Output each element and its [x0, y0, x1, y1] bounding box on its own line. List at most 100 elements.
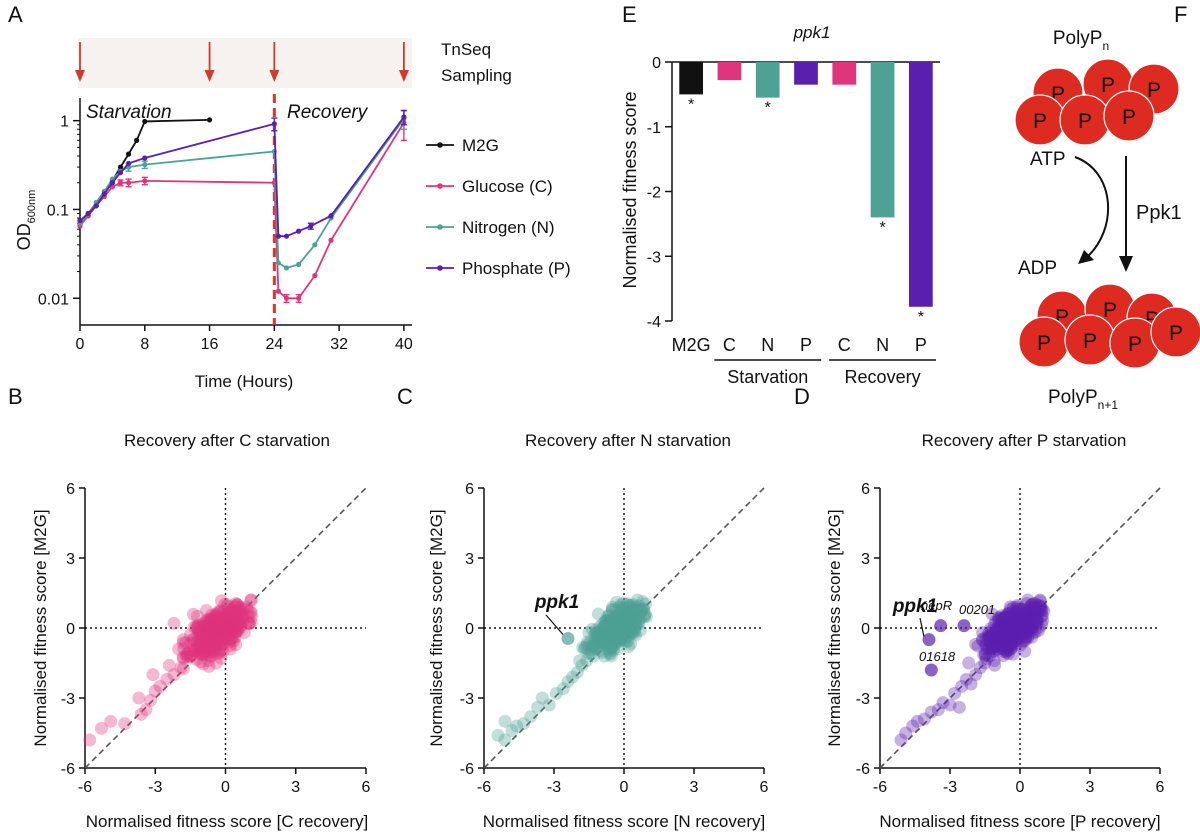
- scatter-point: [1023, 616, 1037, 630]
- scatter-ytick-label: 0: [66, 621, 75, 638]
- scatter-point: [997, 611, 1011, 625]
- scatter-point: [194, 637, 208, 651]
- scatter-point: [214, 629, 228, 643]
- scatter-point: [618, 618, 632, 632]
- scatter-point: [204, 622, 218, 636]
- scatter-point: [1004, 616, 1018, 630]
- scatter-point: [630, 610, 644, 624]
- scatter-point: [608, 618, 622, 632]
- scatter-point: [241, 603, 255, 617]
- scatter-point: [206, 618, 220, 632]
- polyp-n-beads: P P PP P P: [1014, 58, 1180, 146]
- legend-entry: M2G: [462, 136, 499, 155]
- data-point: [283, 233, 290, 239]
- polyp-bead: [1150, 306, 1200, 358]
- scatter-point: [992, 618, 1006, 632]
- scatter-point: [601, 614, 615, 628]
- scatter-point: [1034, 603, 1048, 617]
- scatter-point: [607, 633, 621, 647]
- scatter-point: [608, 623, 622, 637]
- scatter-point: [610, 621, 624, 635]
- scatter-point: [205, 633, 219, 647]
- scatter-point: [979, 639, 993, 653]
- scatter-point: [1033, 593, 1047, 607]
- scatter-point: [1007, 604, 1021, 618]
- scatter-point: [608, 625, 622, 639]
- scatter-point: [988, 630, 1002, 644]
- scatter-point: [620, 616, 634, 630]
- scatter-point: [230, 598, 244, 612]
- scatter-point: [214, 629, 228, 643]
- scatter-point: [621, 619, 635, 633]
- scatter-point: [222, 621, 236, 635]
- scatter-point: [188, 644, 202, 658]
- scatter-point: [190, 620, 204, 634]
- scatter-point: [1018, 634, 1032, 648]
- scatter-point: [969, 637, 983, 651]
- scatter-ytick-label: 3: [66, 551, 75, 568]
- scatter-point: [999, 626, 1013, 640]
- scatter-point: [616, 629, 630, 643]
- scatter-point: [231, 623, 245, 637]
- scatter-point: [1023, 622, 1037, 636]
- data-point: [328, 213, 334, 219]
- scatter-point: [948, 686, 962, 700]
- scatter-point: [618, 634, 632, 648]
- scatter-point: [606, 615, 620, 629]
- scatter-point: [995, 617, 1009, 631]
- scatter-point: [1002, 630, 1016, 644]
- scatter-point: [197, 639, 211, 653]
- scatter-point: [980, 652, 994, 666]
- scatter-point: [1024, 614, 1038, 628]
- scatter-point: [214, 630, 228, 644]
- scatter-point: [637, 601, 651, 615]
- scatter-point: [201, 629, 215, 643]
- scatter-point: [189, 620, 203, 634]
- scatter-xtick-label: -3: [943, 779, 957, 796]
- scatter-point: [1004, 617, 1018, 631]
- scatter-point: [587, 638, 601, 652]
- scatter-point: [1002, 611, 1016, 625]
- scatter-point: [997, 637, 1011, 651]
- scatter-point: [639, 610, 653, 624]
- scatter-point: [191, 619, 205, 633]
- scatter-point: [619, 612, 633, 626]
- scatter-point: [212, 618, 226, 632]
- scatter-point: [216, 618, 230, 632]
- scatter-point: [997, 616, 1011, 630]
- scatter-point: [618, 619, 632, 633]
- scatter-point: [610, 620, 624, 634]
- scatter-point: [614, 617, 628, 631]
- polyp-bead-label: P: [1128, 333, 1142, 356]
- scatter-point: [191, 621, 205, 635]
- scatter-point: [160, 672, 174, 686]
- scatter-point: [1021, 605, 1035, 619]
- scatter-point: [1004, 619, 1018, 633]
- scatter-point: [608, 630, 622, 644]
- scatter-point: [584, 646, 598, 660]
- scatter-point: [620, 607, 634, 621]
- scatter-point: [624, 626, 638, 640]
- scatter-point: [604, 623, 618, 637]
- scatter-point: [203, 631, 217, 645]
- scatter-point: [609, 619, 623, 633]
- scatter-point: [607, 633, 621, 647]
- scatter-point: [186, 632, 200, 646]
- scatter-point: [1008, 628, 1022, 642]
- scatter-point: [211, 620, 225, 634]
- scatter-point: [1022, 602, 1036, 616]
- scatter-point: [617, 623, 631, 637]
- scatter-point: [556, 682, 570, 696]
- data-point: [328, 237, 334, 243]
- scatter-point: [1006, 614, 1020, 628]
- scatter-xtick-label: 6: [760, 779, 769, 796]
- scatter-point: [190, 642, 204, 656]
- scatter-point: [993, 633, 1007, 647]
- scatter-ytick-label: 3: [465, 551, 474, 568]
- scatter-point: [985, 632, 999, 646]
- scatter-point: [1011, 615, 1025, 629]
- scatter-point: [1020, 607, 1034, 621]
- scatter-point: [205, 630, 219, 644]
- scatter-point: [609, 620, 623, 634]
- scatter-point: [1026, 613, 1040, 627]
